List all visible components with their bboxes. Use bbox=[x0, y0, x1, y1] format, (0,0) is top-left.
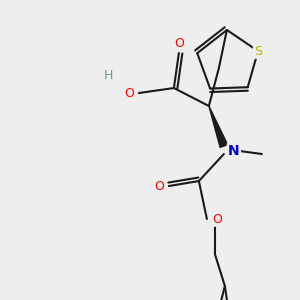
Text: S: S bbox=[254, 45, 262, 58]
Text: O: O bbox=[124, 86, 134, 100]
Text: N: N bbox=[228, 144, 240, 158]
Text: O: O bbox=[174, 37, 184, 50]
Text: O: O bbox=[212, 212, 222, 226]
Polygon shape bbox=[209, 106, 228, 147]
Text: H: H bbox=[104, 68, 114, 82]
Text: O: O bbox=[154, 179, 164, 193]
